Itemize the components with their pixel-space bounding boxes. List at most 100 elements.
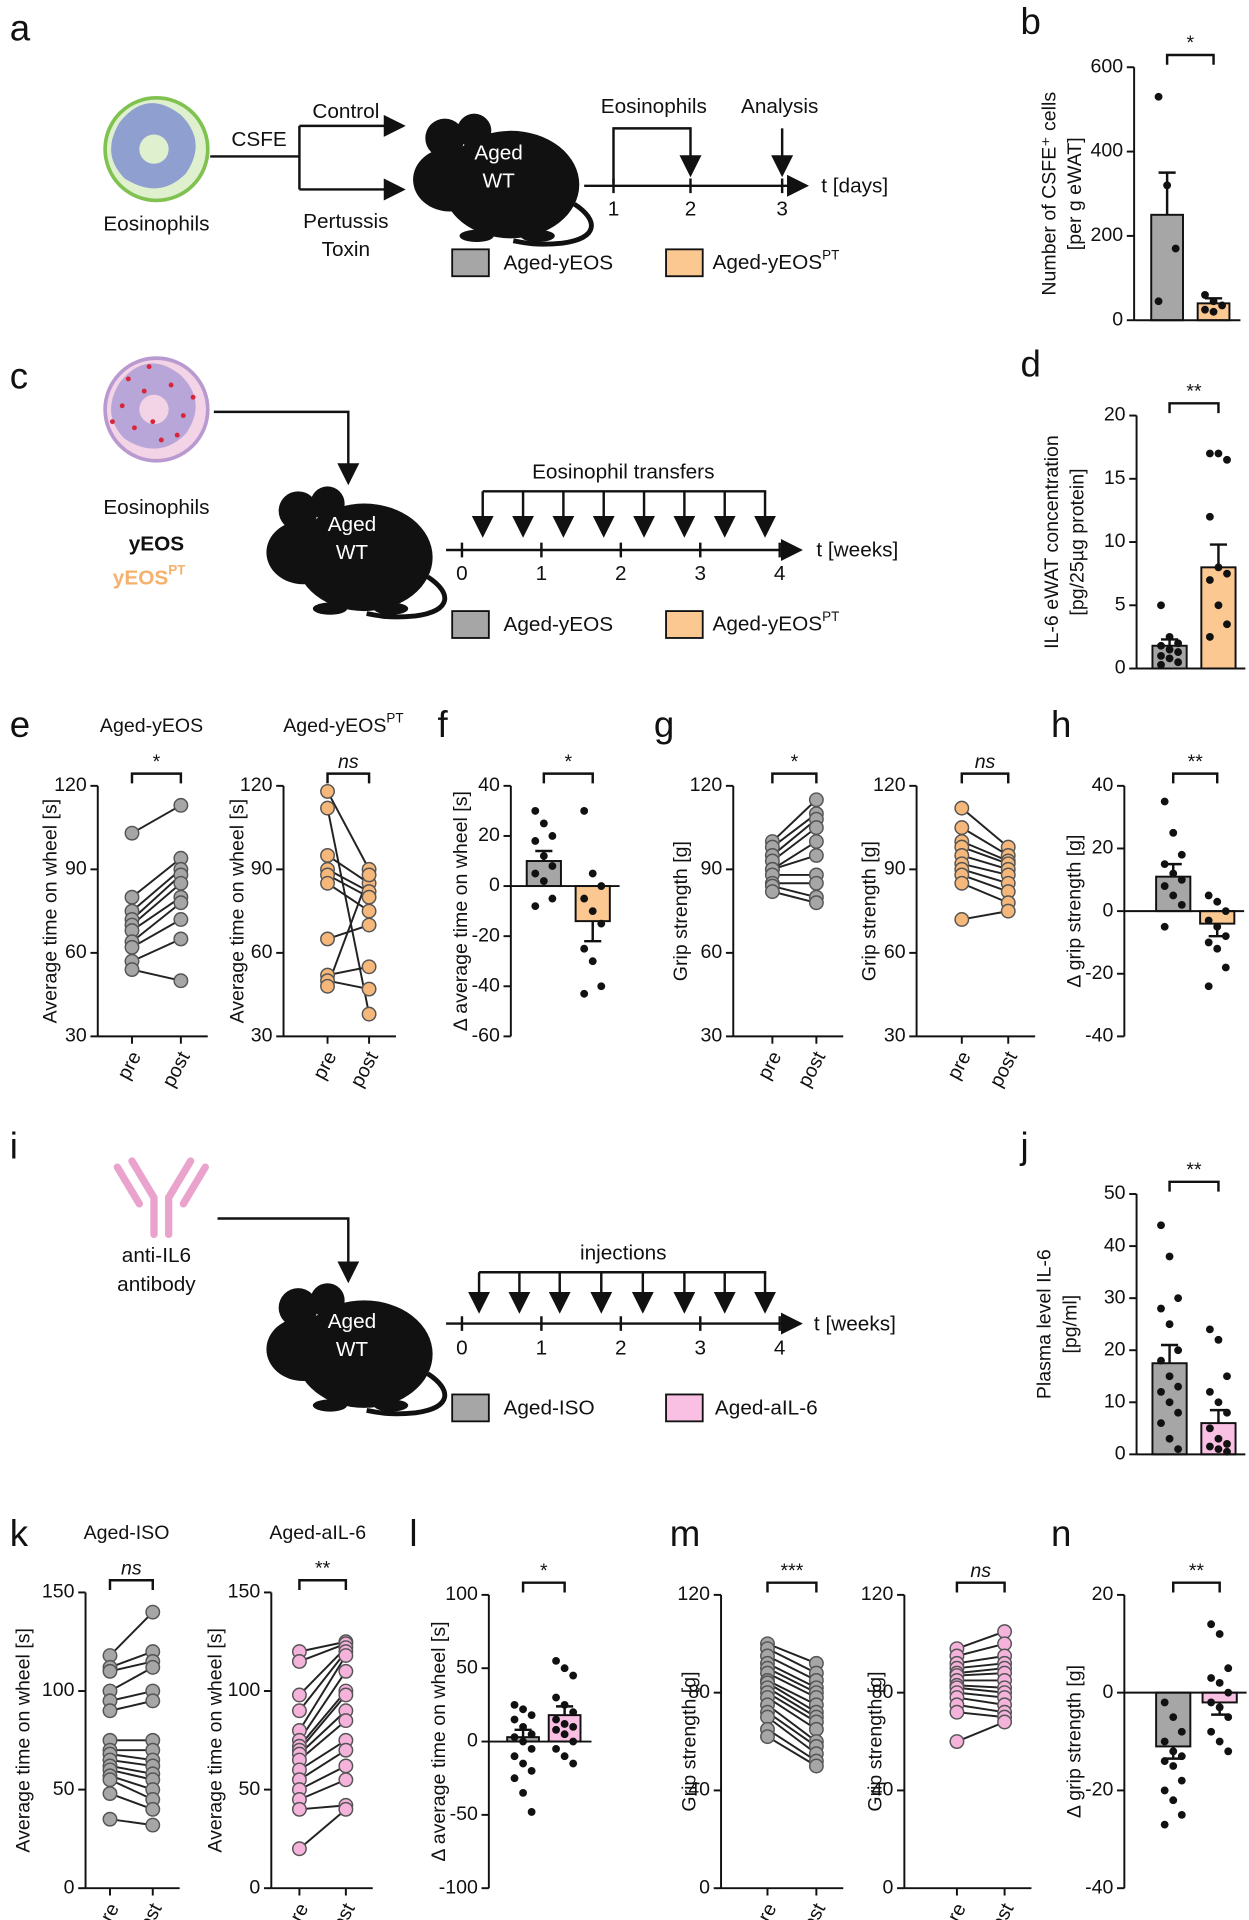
pair-line: [961, 826, 1009, 857]
significance-bracket: [960, 772, 1010, 784]
point: [1204, 938, 1213, 947]
point: [1215, 1703, 1224, 1712]
bar: [1200, 566, 1237, 670]
panel-letter: h: [1051, 704, 1071, 745]
point: [1205, 512, 1214, 521]
point: [1224, 1664, 1233, 1673]
y-axis-label: Plasma level IL-6: [1034, 1249, 1056, 1399]
point: [1209, 307, 1218, 316]
point: [1165, 1398, 1174, 1407]
pair-line: [131, 896, 182, 932]
title-text: Aged-yEOS: [100, 715, 203, 737]
nucleus-hole: [139, 394, 169, 425]
pair-line: [298, 1749, 347, 1781]
point: [1165, 654, 1174, 663]
point: [1214, 1434, 1223, 1443]
error-bar: [584, 921, 602, 943]
point: [1169, 1747, 1178, 1756]
panel-letter: b: [1020, 1, 1040, 42]
point: [519, 1705, 527, 1714]
point: [1174, 1445, 1183, 1454]
y-tick-label: 0: [699, 1876, 710, 1898]
bar: [1150, 213, 1184, 322]
y-tick-label: -40: [1085, 1025, 1113, 1047]
event-label: injections: [580, 1241, 667, 1264]
point: [997, 1636, 1013, 1652]
point: [1204, 982, 1213, 991]
pair-line: [766, 1711, 817, 1748]
y-tick-label: 30: [701, 1025, 723, 1047]
pair-line: [961, 846, 1009, 865]
y-axis-label: Δ grip strength [g]: [1064, 834, 1086, 987]
chart-title: Aged-yEOS: [100, 715, 203, 737]
injection-arrows: [468, 1272, 777, 1314]
point: [1165, 1252, 1174, 1261]
point: [1160, 1737, 1169, 1746]
agent-label: anti-IL6: [122, 1244, 191, 1267]
pair-line: [766, 1682, 817, 1714]
pair-line: [771, 840, 817, 871]
pair-line: [131, 901, 182, 943]
point: [1157, 601, 1165, 610]
point: [1169, 891, 1178, 900]
point: [510, 1715, 519, 1724]
pair-line: [131, 868, 182, 912]
y-tick-label: 400: [1090, 140, 1123, 162]
point: [361, 867, 377, 883]
pair-line: [767, 1667, 817, 1694]
point: [102, 1663, 118, 1679]
y-tick-label: 20: [1104, 404, 1126, 426]
y-tick-label: 30: [1104, 1286, 1126, 1308]
pair-line: [961, 868, 1009, 885]
x-tick-label: post: [985, 1047, 1022, 1090]
event-label: Analysis: [741, 95, 818, 118]
pair-line: [109, 1778, 154, 1801]
legend-label: Aged-yEOS: [504, 613, 614, 636]
point: [1157, 1304, 1165, 1313]
pair-line: [961, 840, 1009, 862]
point: [588, 907, 597, 916]
y-axis-label: [per g eWAT]: [1064, 137, 1086, 250]
y-tick-label: 80: [872, 1681, 894, 1703]
pair-line: [109, 1650, 154, 1669]
point: [1204, 891, 1213, 900]
time-label: t [weeks]: [816, 539, 898, 562]
point: [531, 902, 540, 911]
y-tick-label: 80: [688, 1681, 710, 1703]
point: [1177, 1776, 1186, 1785]
point: [320, 978, 335, 994]
point: [1174, 1408, 1183, 1417]
point: [320, 847, 335, 863]
pair-line: [767, 1655, 817, 1682]
pair-line: [326, 790, 370, 870]
point: [1221, 932, 1230, 941]
point: [808, 1758, 824, 1774]
event-arrow: [612, 127, 702, 184]
point: [1157, 651, 1165, 660]
pair-line: [956, 1642, 1005, 1657]
y-axis-label: Grip strength [g]: [864, 1671, 886, 1811]
point: [539, 852, 548, 860]
point: [808, 834, 824, 849]
point: [1205, 1325, 1214, 1334]
point: [320, 931, 335, 947]
pair-line: [766, 1686, 817, 1718]
point: [124, 939, 140, 955]
y-tick-label: 0: [1115, 1443, 1126, 1465]
point: [1160, 1757, 1169, 1766]
pair-line: [766, 1735, 817, 1767]
diagram-a: Eosinophils CSFE Control Pertussis Toxin…: [103, 95, 888, 278]
point: [597, 982, 606, 991]
pair-line: [956, 1684, 1005, 1689]
point: [1205, 1424, 1214, 1433]
point: [1169, 1796, 1178, 1805]
point: [1165, 645, 1174, 654]
significance-bracket: [955, 1581, 1006, 1593]
point: [588, 957, 597, 966]
point: [808, 847, 824, 863]
point: [527, 1744, 536, 1753]
pair-line: [771, 818, 817, 857]
y-tick-label: 50: [456, 1656, 478, 1678]
